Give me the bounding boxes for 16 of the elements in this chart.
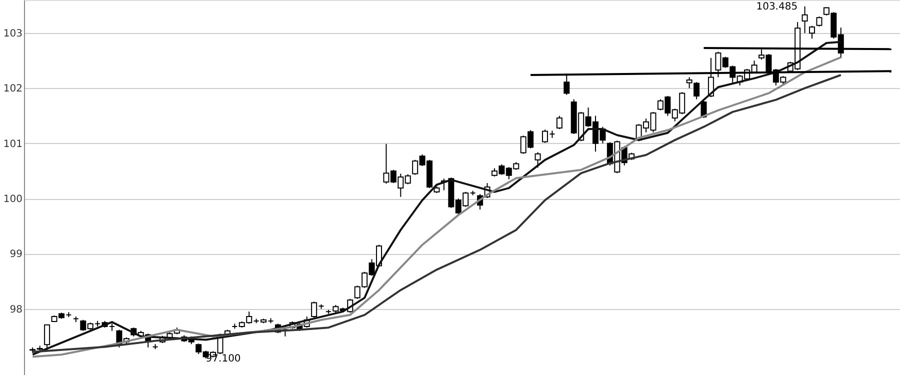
candlestick bbox=[816, 16, 822, 27]
candlestick bbox=[556, 115, 562, 130]
candlestick bbox=[44, 324, 50, 351]
y-tick-label: 102 bbox=[3, 84, 22, 95]
y-tick-label: 101 bbox=[3, 138, 22, 150]
candlestick bbox=[802, 6, 808, 34]
candlestick bbox=[311, 301, 318, 318]
y-tick-label: 99 bbox=[10, 249, 22, 260]
candlestick bbox=[686, 76, 692, 89]
candlestick bbox=[809, 25, 816, 40]
y-tick-label: 103 bbox=[3, 28, 22, 40]
candlestick bbox=[694, 82, 700, 100]
annotation: 103.485 bbox=[756, 1, 798, 12]
y-tick-label: 98 bbox=[10, 304, 22, 316]
candlestick bbox=[534, 152, 541, 168]
y-tick-label: 100 bbox=[3, 194, 22, 206]
